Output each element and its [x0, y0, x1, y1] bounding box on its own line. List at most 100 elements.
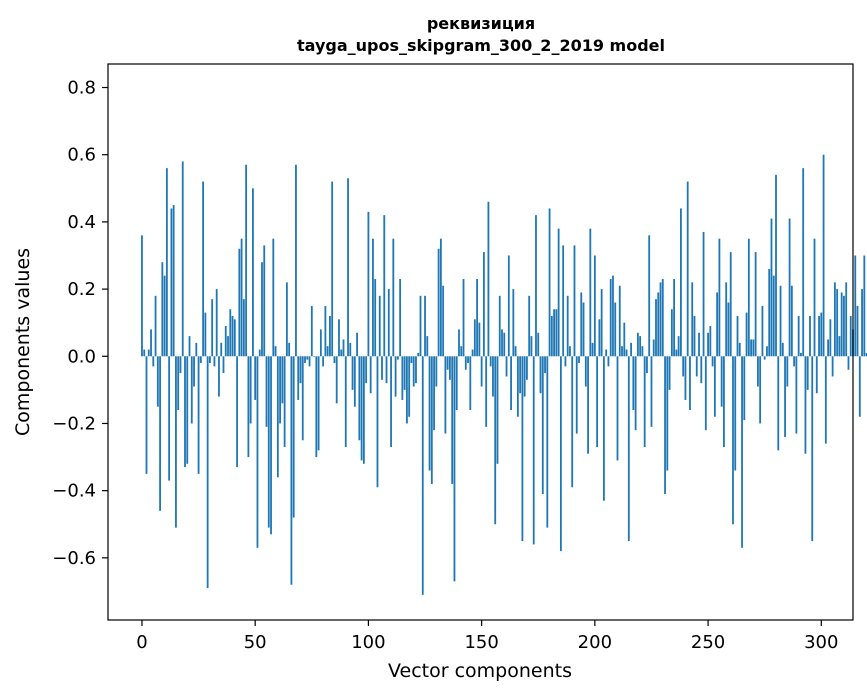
bar-312	[847, 356, 850, 370]
bar-251	[709, 326, 712, 357]
bar-179	[546, 356, 549, 528]
bar-259	[727, 302, 730, 357]
bar-33	[215, 289, 218, 357]
bar-278	[770, 218, 773, 357]
bar-165	[514, 346, 517, 357]
bar-280	[775, 174, 777, 357]
bar-138	[453, 356, 456, 582]
bar-117	[406, 356, 408, 424]
bar-127	[428, 356, 431, 471]
bar-137	[451, 356, 454, 484]
bar-254	[716, 292, 719, 357]
bar-160	[503, 332, 506, 357]
bar-252	[711, 356, 714, 367]
bar-234	[670, 309, 673, 357]
bar-28	[204, 312, 207, 357]
bar-318	[861, 289, 863, 357]
bar-183	[555, 309, 558, 357]
bar-136	[449, 356, 451, 380]
plot-frame	[107, 63, 854, 621]
bar-120	[412, 356, 415, 387]
bar-74	[308, 356, 311, 367]
bar-31	[211, 299, 214, 357]
bar-302	[824, 356, 827, 444]
bar-239	[682, 356, 685, 377]
bar-35	[220, 342, 223, 357]
bar-152	[485, 356, 488, 427]
bar-128	[430, 356, 433, 484]
bar-98	[362, 356, 365, 464]
bar-142	[462, 279, 465, 357]
bar-226	[652, 339, 655, 357]
bar-126	[426, 336, 429, 357]
bar-124	[421, 356, 424, 595]
bar-84	[331, 181, 334, 357]
bar-277	[768, 268, 771, 357]
bar-48	[249, 356, 252, 424]
bar-3	[147, 349, 150, 357]
bar-230	[661, 279, 664, 357]
bar-223	[646, 356, 648, 374]
bar-56	[267, 356, 270, 528]
bar-55	[265, 356, 268, 427]
bar-23	[193, 356, 195, 387]
bar-271	[754, 252, 757, 357]
bar-268	[747, 238, 750, 357]
bar-112	[394, 356, 397, 397]
bar-157	[496, 356, 499, 464]
bar-114	[399, 279, 402, 357]
y-tick-label: 0.4	[67, 212, 96, 233]
bar-77	[315, 356, 318, 458]
bar-154	[489, 356, 492, 367]
y-tick-label: 0.6	[67, 145, 96, 166]
bar-191	[573, 245, 576, 357]
bar-202	[598, 319, 601, 357]
bar-44	[240, 238, 243, 357]
bar-209	[614, 302, 617, 357]
bar-240	[684, 356, 687, 400]
y-tick-label: 0.2	[67, 279, 96, 300]
bar-59	[274, 346, 277, 357]
bar-54	[263, 245, 266, 357]
bar-53	[261, 262, 263, 357]
bar-155	[492, 356, 494, 397]
bar-146	[471, 349, 474, 357]
bar-18	[181, 161, 184, 357]
bar-288	[793, 356, 796, 367]
bar-67	[292, 356, 295, 518]
bar-42	[236, 356, 238, 468]
bar-159	[501, 329, 503, 357]
bar-275	[763, 356, 766, 360]
bar-180	[548, 208, 551, 357]
x-tick-label: 100	[351, 632, 385, 653]
bar-274	[761, 305, 764, 357]
bar-21	[188, 336, 191, 357]
bar-19	[184, 356, 186, 468]
bar-210	[616, 356, 619, 461]
bar-50	[254, 356, 257, 400]
bar-9	[161, 262, 164, 357]
bar-299	[818, 315, 820, 357]
bar-111	[392, 238, 395, 357]
bar-116	[403, 356, 406, 390]
bar-182	[553, 309, 555, 357]
bar-228	[657, 292, 660, 357]
bar-15	[175, 356, 177, 528]
bar-129	[433, 356, 435, 431]
bar-295	[809, 315, 811, 357]
bar-49	[252, 188, 254, 357]
bar-294	[806, 356, 809, 390]
bar-68	[295, 164, 297, 357]
bar-149	[478, 322, 481, 357]
bar-212	[621, 346, 623, 357]
bar-107	[383, 215, 386, 357]
bar-213	[623, 322, 626, 357]
bar-306	[833, 282, 836, 357]
bar-109	[387, 289, 390, 357]
y-axis-ticks: −0.6 −0.4 −0.2 0.0 0.2 0.4 0.6 0.8	[52, 78, 108, 569]
bar-200	[593, 255, 596, 357]
bar-94	[353, 356, 356, 407]
bar-119	[410, 356, 413, 363]
bar-41	[233, 319, 236, 357]
bar-225	[650, 356, 653, 427]
